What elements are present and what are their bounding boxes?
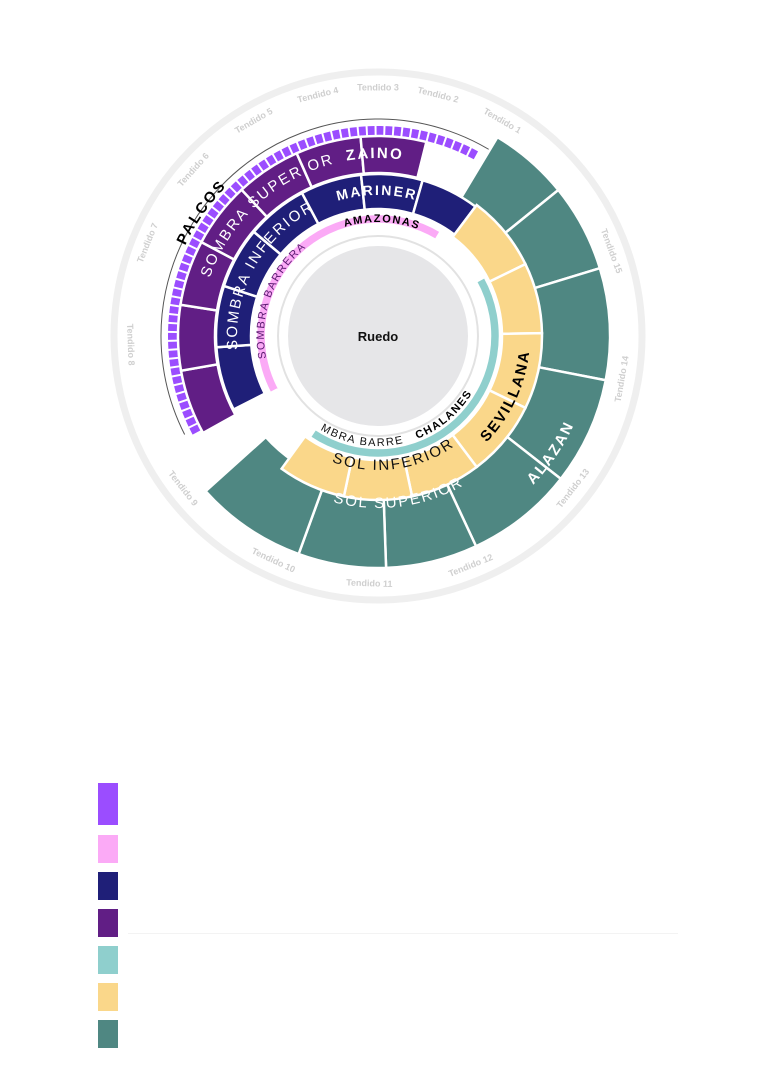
legend-label-zaino: Zaino [148,912,194,932]
palco-box[interactable] [306,136,316,148]
palco-box[interactable] [467,148,479,160]
palco-box[interactable] [297,139,308,151]
palco-box[interactable] [179,400,190,411]
palco-box[interactable] [167,332,178,340]
palco-box[interactable] [218,194,230,206]
zaino-section-2[interactable] [176,303,219,373]
palco-box[interactable] [182,408,194,419]
zaino-label: ZAINO [345,145,405,165]
palco-box[interactable] [173,279,185,289]
palco-box[interactable] [281,146,292,158]
palco-box[interactable] [410,128,420,139]
palco-box[interactable] [176,392,188,402]
legend-swatch-alazan [98,1019,118,1048]
legend-label-chalanes: Chalanes [148,949,224,969]
palco-box[interactable] [171,288,183,297]
palco-box[interactable] [197,222,209,234]
palco-box[interactable] [314,133,324,145]
ruedo-label: Ruedo [358,329,399,344]
palco-box[interactable] [367,126,375,136]
palco-box[interactable] [244,169,256,182]
legend-divider [128,933,678,934]
tendido-label-8: Tendido 8 [125,324,136,366]
palco-box[interactable] [323,131,333,142]
palco-box[interactable] [207,207,219,219]
palco-box[interactable] [170,297,181,306]
legend-item-zaino[interactable]: Zaino [98,904,678,941]
palco-box[interactable] [460,144,471,156]
palco-box[interactable] [168,350,179,358]
legend-swatch-chalanes [98,945,118,974]
tendido-label-14: Tendido 14 [613,355,631,403]
palco-box[interactable] [172,375,183,385]
palco-box[interactable] [258,159,270,171]
palco-box[interactable] [170,367,181,376]
ruedo[interactable] [288,246,468,426]
palco-box[interactable] [340,128,349,139]
palco-box[interactable] [168,323,178,332]
legend-label-alazan: Alazán [148,1023,203,1043]
palco-box[interactable] [176,271,187,281]
legend-label-sevillana: Sevillana [148,986,222,1006]
chalanes-barrera[interactable] [308,275,502,460]
tendido-label-2: Tendido 2 [417,85,460,105]
palco-box[interactable] [169,306,180,314]
tendido-label-3: Tendido 3 [357,82,399,92]
legend-label-amazonas: Amazonas [148,838,233,858]
legend-item-sevillana[interactable]: Sevillana [98,978,678,1015]
palco-box[interactable] [452,140,462,152]
palco-box[interactable] [185,246,197,257]
legend-label-marinera: Marinera [148,875,220,895]
tendido-label-11: Tendido 11 [346,577,393,589]
legend-item-amazonas[interactable]: Amazonas [98,830,678,867]
palco-box[interactable] [189,424,201,435]
legend-item-alazan[interactable]: Alazán [98,1015,678,1052]
palco-box[interactable] [332,129,341,140]
amazonas-barrera[interactable] [254,212,443,395]
palco-box[interactable] [273,150,284,162]
palco-box[interactable] [427,132,437,143]
palco-box[interactable] [168,314,179,323]
palco-box[interactable] [212,200,225,212]
palco-box[interactable] [419,130,428,141]
legend-label-palcos: Palcos [148,794,203,813]
palco-box[interactable] [168,341,178,349]
legend-item-chalanes[interactable]: Chalanes [98,941,678,978]
palco-box[interactable] [402,127,411,138]
palco-box[interactable] [289,142,300,154]
tendido-label-4: Tendido 4 [296,85,339,105]
seating-legend: Palcos Amazonas Marinera Zaino Chalanes … [98,778,678,1052]
legend-swatch-marinera [98,871,118,900]
outer-ring [110,68,646,604]
legend-swatch-zaino [98,908,118,937]
palco-box[interactable] [193,230,205,241]
palco-box[interactable] [169,358,180,367]
legend-item-palcos[interactable]: Palcos [98,778,678,830]
palco-box[interactable] [185,416,197,427]
palco-box[interactable] [174,384,185,394]
sevillana-section-7[interactable] [279,434,354,498]
palco-box[interactable] [181,254,193,264]
palco-box[interactable] [202,215,214,226]
palco-box[interactable] [376,126,384,136]
palco-box[interactable] [224,187,236,199]
palco-box[interactable] [230,181,242,193]
palco-box[interactable] [251,164,262,176]
palcos-guide-line [160,118,512,435]
palco-box[interactable] [444,137,454,149]
legend-swatch-amazonas [98,834,118,863]
legend-item-marinera[interactable]: Marinera [98,867,678,904]
palco-box[interactable] [189,238,201,249]
palco-box[interactable] [265,154,277,167]
palco-box[interactable] [435,134,446,146]
palco-box[interactable] [385,126,393,136]
legend-swatch-palcos [98,783,118,825]
legend-swatch-sevillana [98,982,118,1011]
palco-box[interactable] [237,175,249,187]
palco-box[interactable] [349,127,358,137]
palco-box[interactable] [358,126,367,136]
palco-box[interactable] [178,262,190,273]
palco-box[interactable] [393,126,402,137]
